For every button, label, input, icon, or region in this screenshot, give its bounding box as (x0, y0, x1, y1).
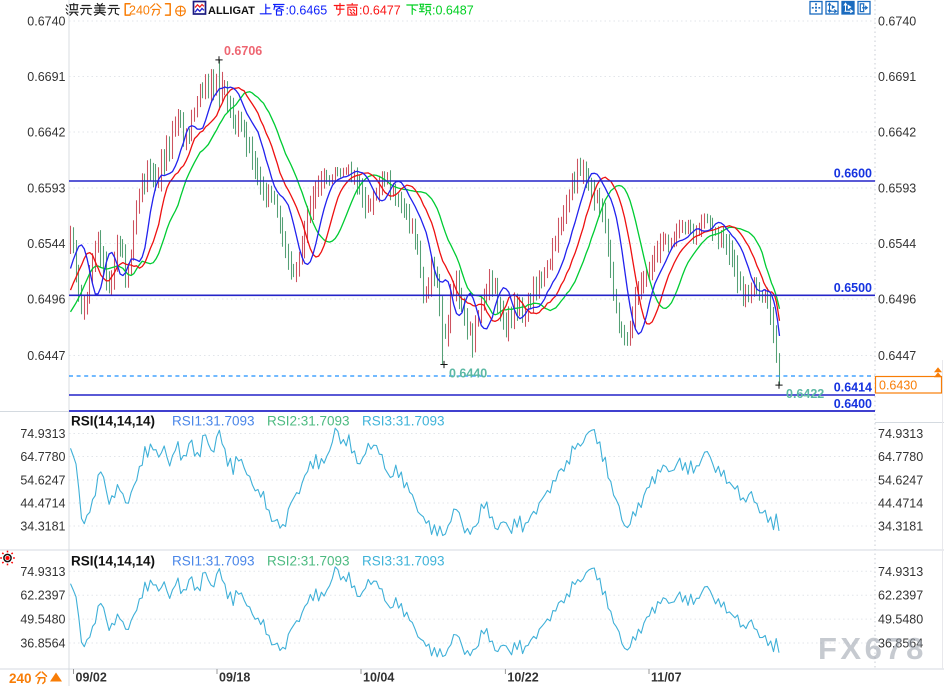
svg-text:0.6447: 0.6447 (878, 349, 916, 363)
svg-text:34.3181: 34.3181 (20, 520, 65, 534)
svg-text:RSI3:31.7093: RSI3:31.7093 (362, 414, 445, 429)
svg-text:ALLIGAT: ALLIGAT (208, 5, 255, 17)
svg-text:0.6593: 0.6593 (27, 182, 65, 196)
svg-text:0.6740: 0.6740 (878, 15, 916, 29)
svg-text:0.6440: 0.6440 (449, 367, 487, 381)
svg-text:RSI3:31.7093: RSI3:31.7093 (362, 554, 445, 569)
svg-text::0.6487: :0.6487 (432, 4, 474, 18)
svg-text:74.9313: 74.9313 (878, 427, 923, 441)
svg-text:0.6740: 0.6740 (27, 15, 65, 29)
svg-text:0.6600: 0.6600 (834, 167, 872, 181)
svg-text:0.6414: 0.6414 (834, 381, 872, 395)
svg-text:34.3181: 34.3181 (878, 520, 923, 534)
svg-text:0.6544: 0.6544 (27, 237, 65, 251)
svg-text:RSI1:31.7093: RSI1:31.7093 (172, 414, 255, 429)
svg-text:RSI2:31.7093: RSI2:31.7093 (267, 554, 350, 569)
svg-text:RSI(14,14,14): RSI(14,14,14) (71, 414, 155, 429)
svg-text:64.7780: 64.7780 (878, 450, 923, 464)
svg-text:74.9313: 74.9313 (20, 565, 65, 579)
svg-text:RSI(14,14,14): RSI(14,14,14) (71, 554, 155, 569)
svg-text:44.4714: 44.4714 (878, 497, 923, 511)
svg-text:74.9313: 74.9313 (878, 565, 923, 579)
svg-text:0.6422: 0.6422 (786, 387, 824, 401)
svg-text:0.6496: 0.6496 (878, 293, 916, 307)
svg-text:49.5480: 49.5480 (878, 613, 923, 627)
svg-text:64.7780: 64.7780 (20, 450, 65, 464)
svg-text:0.6430: 0.6430 (879, 379, 917, 393)
svg-text:0.6593: 0.6593 (878, 182, 916, 196)
svg-text:0.6496: 0.6496 (27, 293, 65, 307)
svg-text:36.8564: 36.8564 (878, 637, 923, 651)
svg-text:49.5480: 49.5480 (20, 613, 65, 627)
svg-text:0.6691: 0.6691 (27, 70, 65, 84)
svg-text:09/18: 09/18 (219, 671, 250, 685)
svg-text:0.6691: 0.6691 (878, 70, 916, 84)
svg-text:RSI1:31.7093: RSI1:31.7093 (172, 554, 255, 569)
svg-text:54.6247: 54.6247 (878, 474, 923, 488)
svg-text:0.6706: 0.6706 (224, 44, 262, 58)
svg-text:0.6400: 0.6400 (834, 397, 872, 411)
svg-text::0.6477: :0.6477 (359, 4, 401, 18)
svg-text:0.6642: 0.6642 (27, 126, 65, 140)
svg-text:240: 240 (129, 4, 150, 18)
svg-text:0.6447: 0.6447 (27, 349, 65, 363)
svg-text:36.8564: 36.8564 (20, 637, 65, 651)
svg-text:74.9313: 74.9313 (20, 427, 65, 441)
svg-text::0.6465: :0.6465 (286, 4, 328, 18)
svg-text:62.2397: 62.2397 (20, 589, 65, 603)
svg-text:240: 240 (9, 671, 32, 686)
svg-text:RSI2:31.7093: RSI2:31.7093 (267, 414, 350, 429)
svg-text:10/04: 10/04 (363, 671, 394, 685)
svg-text:11/07: 11/07 (651, 671, 682, 685)
svg-text:54.6247: 54.6247 (20, 474, 65, 488)
svg-text:44.4714: 44.4714 (20, 497, 65, 511)
svg-text:0.6544: 0.6544 (878, 237, 916, 251)
svg-text:0.6500: 0.6500 (834, 281, 872, 295)
svg-text:09/02: 09/02 (76, 671, 107, 685)
svg-text:62.2397: 62.2397 (878, 589, 923, 603)
svg-text:0.6642: 0.6642 (878, 126, 916, 140)
svg-text:FX678: FX678 (818, 631, 927, 666)
svg-text:10/22: 10/22 (507, 671, 538, 685)
